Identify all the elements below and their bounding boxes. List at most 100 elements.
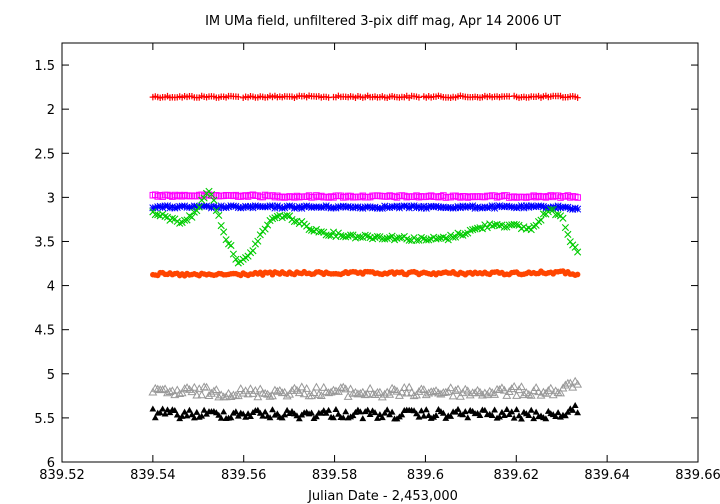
data-point [198,412,206,419]
data-point [217,222,225,230]
data-point [453,384,463,393]
data-point [471,204,479,212]
data-point [183,216,191,224]
data-point [448,391,458,400]
data-point [239,410,247,417]
data-point [456,204,464,212]
data-point [532,203,540,211]
data-point [189,382,199,391]
data-point [513,406,520,413]
data-point [217,414,225,421]
data-point [273,202,281,210]
data-point [531,383,541,391]
data-point [502,390,512,399]
data-point [242,202,250,210]
data-point [527,406,535,413]
y-tick-label: 5.5 [34,412,55,427]
data-point [156,409,164,416]
data-point [571,243,579,251]
data-point [334,410,342,417]
data-point [249,247,257,255]
data-point [183,412,191,419]
data-point [503,405,511,412]
data-point [356,408,364,415]
chart-title: IM UMa field, unfiltered 3-pix diff mag,… [205,14,561,29]
data-point [200,406,208,413]
data-point [495,222,504,230]
data-point [503,202,511,210]
data-point [386,204,394,212]
data-point [483,224,491,232]
data-point [209,386,219,395]
data-point [447,412,455,419]
data-point [317,228,325,236]
data-point [261,408,269,415]
data-point [571,204,579,212]
data-point [416,384,426,393]
data-point [220,408,228,415]
data-point [539,210,548,218]
data-point [403,235,411,243]
data-point [388,408,396,415]
data-point [561,224,569,232]
data-point [415,413,423,420]
data-point [515,221,523,229]
data-point [569,406,577,413]
y-tick-label: 3 [47,191,55,206]
data-point [542,415,550,422]
data-point [415,94,423,101]
data-point [217,202,225,210]
data-point [342,203,350,211]
data-point [316,391,326,399]
data-point [339,202,347,210]
data-point [390,203,399,211]
data-point [200,194,208,202]
data-point [525,203,533,211]
data-point [187,387,197,396]
data-point [282,391,292,400]
data-point [395,204,403,212]
data-point [404,382,414,391]
data-point [547,204,555,212]
data-point [264,221,272,229]
data-point [232,408,240,415]
data-point [515,203,523,211]
x-tick-label: 839.66 [675,468,720,483]
data-point [268,391,277,400]
data-point [461,203,469,211]
data-point [325,203,333,211]
data-point [463,386,473,395]
data-point [569,205,577,213]
data-point [447,204,455,212]
data-point [238,388,248,397]
data-point [302,383,312,392]
data-point [202,382,212,391]
data-point [439,409,447,416]
data-point [510,414,518,421]
data-point [417,407,425,414]
data-point [293,204,301,212]
data-point [300,202,308,211]
data-point [522,202,530,210]
data-point [566,205,574,213]
data-point [193,408,201,415]
data-point [381,202,389,210]
data-point [449,233,457,241]
plot-frame [61,42,699,463]
data-point [309,388,319,396]
data-point [212,206,220,215]
data-point [283,211,291,220]
axis-ticks: 839.52 839.54 839.56 839.58 839.6 839.62 839.6… [34,43,720,483]
data-point [227,241,235,250]
x-tick-label: 839.56 [221,468,267,483]
data-point [260,388,270,397]
data-point [574,94,581,101]
data-point [247,412,254,419]
data-point [294,388,304,397]
data-point [398,411,406,418]
data-point [243,389,253,398]
data-point [373,232,382,241]
data-point [419,385,429,394]
data-point [232,255,240,263]
data-point [215,211,223,220]
